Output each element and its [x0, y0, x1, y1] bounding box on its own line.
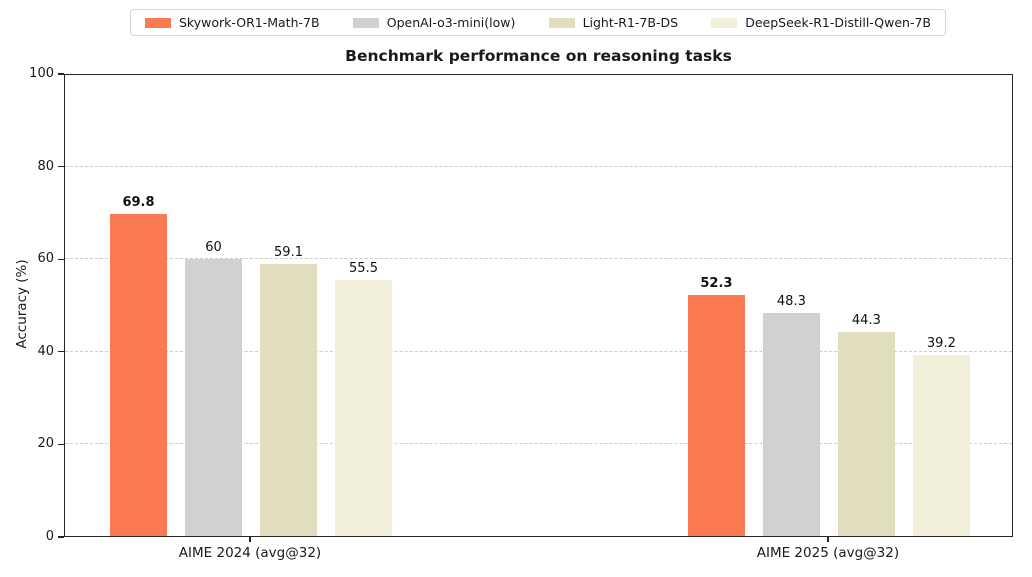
bar-value-label: 44.3: [851, 312, 881, 328]
y-tick-mark: [58, 443, 64, 446]
gridline-20: [65, 442, 1012, 444]
legend-swatch-icon: [352, 17, 379, 28]
y-tick-label-100: 100: [29, 66, 54, 81]
y-tick-mark: [58, 73, 64, 75]
y-tick-mark: [58, 165, 64, 168]
legend-item: Skywork-OR1-Math-7B: [145, 15, 320, 30]
legend-label: OpenAI-o3-mini(low): [386, 15, 516, 30]
x-tick-label: AIME 2024 (avg@32): [178, 545, 322, 561]
y-tick-mark: [58, 351, 64, 353]
y-tick-label-20: 20: [37, 436, 54, 452]
bar-value-label: 39.2: [926, 336, 956, 352]
bar-OpenAI-o3-mini(low)-AIME 2025 (avg@32): 48.3: [762, 294, 820, 536]
y-tick-label-80: 80: [37, 158, 54, 174]
legend-item: OpenAI-o3-mini(low): [352, 15, 516, 30]
gridline-60: [65, 258, 1012, 260]
x-tick-label: AIME 2025 (avg@32): [756, 545, 900, 561]
x-tick-mark: [827, 537, 829, 542]
gridline-80: [65, 166, 1012, 168]
bar-value-label: 55.5: [349, 261, 378, 277]
legend-label: DeepSeek-R1-Distill-Qwen-7B: [745, 15, 931, 30]
bar-Light-R1-7B-DS-AIME 2024 (avg@32): 59.1: [260, 245, 317, 536]
bar-DeepSeek-R1-Distill-Qwen-7B-AIME 2025 (avg@32): 39.2: [912, 336, 970, 536]
legend-label: Skywork-OR1-Math-7B: [179, 15, 320, 30]
legend-item: Light-R1-7B-DS: [548, 15, 679, 30]
bar-value-label: 60: [205, 240, 222, 256]
x-tick-mark: [249, 537, 251, 542]
legend-swatch-icon: [548, 17, 575, 28]
bar-Skywork-OR1-Math-7B-AIME 2024 (avg@32): 69.8: [110, 195, 167, 536]
legend: Skywork-OR1-Math-7B OpenAI-o3-mini(low) Li…: [130, 9, 946, 36]
gridline-40: [65, 350, 1012, 352]
legend-swatch-icon: [711, 17, 738, 28]
bar-value-label: 52.3: [700, 275, 733, 291]
legend-swatch-icon: [145, 17, 171, 28]
bar-Skywork-OR1-Math-7B-AIME 2025 (avg@32): 52.3: [687, 276, 745, 536]
chart-title: Benchmark performance on reasoning tasks: [345, 47, 732, 65]
y-tick-mark: [58, 258, 64, 260]
bar-OpenAI-o3-mini(low)-AIME 2024 (avg@32): 60: [185, 240, 242, 536]
legend-label: Light-R1-7B-DS: [582, 15, 679, 30]
bar-value-label: 69.8: [122, 195, 155, 211]
y-axis-label: Accuracy (%): [14, 259, 30, 349]
plot-area: 69.8 60 59.1 55.5 52.3 48.3 44.3 39.2: [64, 74, 1013, 537]
legend-item: DeepSeek-R1-Distill-Qwen-7B: [711, 15, 931, 30]
y-tick-label-60: 60: [37, 251, 54, 267]
y-tick-mark: [58, 536, 64, 538]
bar-Light-R1-7B-DS-AIME 2025 (avg@32): 44.3: [837, 313, 895, 536]
bar-DeepSeek-R1-Distill-Qwen-7B-AIME 2024 (avg@32): 55.5: [335, 261, 392, 536]
y-tick-label-40: 40: [37, 343, 54, 359]
y-tick-label-0: 0: [45, 529, 54, 544]
bar-value-label: 48.3: [776, 294, 806, 310]
bar-value-label: 59.1: [274, 244, 303, 260]
